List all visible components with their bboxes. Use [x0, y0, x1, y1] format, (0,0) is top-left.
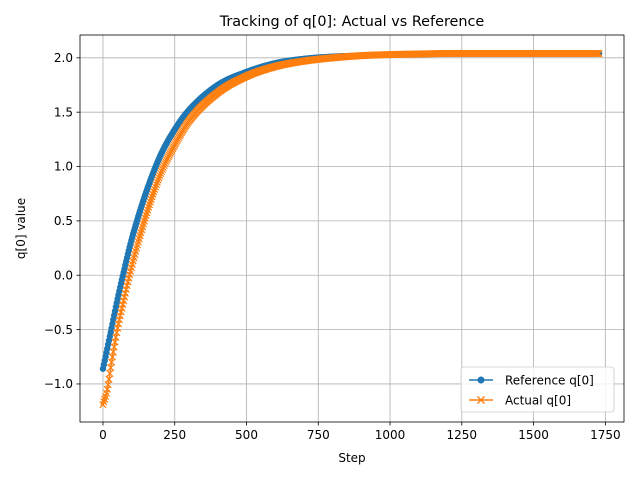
x-tick-label: 0 — [99, 428, 107, 442]
legend-label: Actual q[0] — [505, 393, 571, 407]
actual-marker — [595, 49, 603, 58]
y-tick-label: 1.0 — [54, 160, 73, 174]
y-tick-label: 2.0 — [54, 51, 73, 65]
legend: Reference q[0] Actual q[0] — [460, 366, 615, 413]
y-tick-label: −0.5 — [44, 323, 73, 337]
y-axis-label: q[0] value — [14, 198, 28, 259]
legend-label: Reference q[0] — [505, 373, 594, 387]
y-tick-label: 0.0 — [54, 268, 73, 282]
x-tick-label: 250 — [163, 428, 186, 442]
y-tick-label: 0.5 — [54, 214, 73, 228]
chart-title: Tracking of q[0]: Actual vs Reference — [219, 14, 485, 30]
legend-marker-x — [477, 396, 485, 404]
x-tick-label: 500 — [235, 428, 258, 442]
series-line — [102, 52, 600, 405]
x-tick-label: 1250 — [447, 428, 478, 442]
x-axis-label: Step — [338, 451, 365, 465]
y-axis: −1.0 −0.5 0.0 0.5 1.0 1.5 2.0 — [44, 51, 80, 391]
legend-box — [460, 366, 615, 413]
series-layer — [99, 49, 603, 409]
series-actual — [99, 49, 603, 409]
x-tick-label: 1500 — [518, 428, 549, 442]
x-tick-label: 1750 — [590, 428, 621, 442]
x-tick-label: 1000 — [375, 428, 406, 442]
plot-frame — [79, 34, 625, 423]
y-tick-label: 1.5 — [54, 105, 73, 119]
grid-lines — [80, 35, 624, 422]
series-line — [102, 52, 600, 369]
x-axis: 0 250 500 750 1000 1250 1500 1750 — [99, 422, 621, 442]
x-tick-label: 750 — [307, 428, 330, 442]
legend-marker-circle — [477, 376, 485, 384]
series-reference — [99, 50, 603, 372]
y-tick-label: −1.0 — [44, 377, 73, 391]
